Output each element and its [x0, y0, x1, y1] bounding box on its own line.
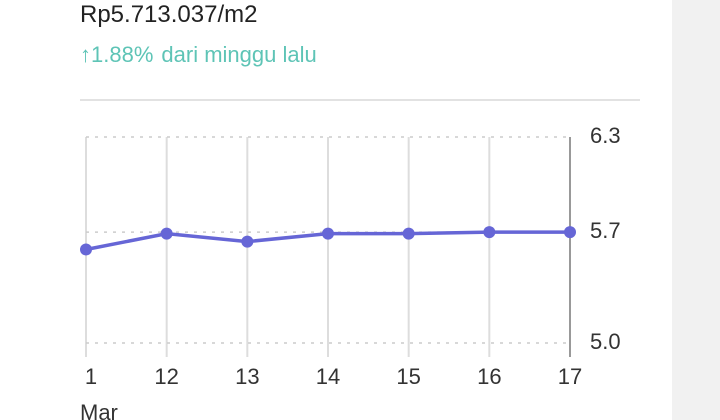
price: Rp5.713.037/m2 — [80, 1, 258, 28]
x-tick-label: 14 — [316, 364, 340, 389]
change-value: ↑1.88% — [80, 42, 154, 67]
change: ↑1.88% dari minggu lalu — [80, 40, 325, 70]
card: Rp5.713.037/m2 ↑1.88% dari minggu lalu — [0, 0, 672, 420]
x-tick-label: 13 — [235, 364, 259, 389]
point — [564, 226, 576, 239]
point — [80, 243, 92, 256]
x-tick-label: 1 — [85, 364, 97, 389]
divider — [80, 99, 640, 101]
change-label: dari minggu lalu — [161, 42, 317, 67]
point — [322, 227, 334, 240]
x-tick-label: 12 — [154, 364, 178, 389]
y-tick-label: 5.7 — [590, 218, 621, 243]
point — [483, 226, 496, 239]
x-axis-label: Mar — [80, 400, 118, 420]
point — [241, 235, 254, 248]
x-tick-label: 16 — [477, 364, 501, 389]
x-tick-label: 17 — [558, 364, 582, 389]
y-tick-label: 6.3 — [590, 123, 621, 148]
x-tick-label: 15 — [396, 364, 420, 389]
point — [160, 227, 173, 240]
point — [402, 227, 415, 240]
y-tick-label: 5.0 — [590, 329, 621, 354]
